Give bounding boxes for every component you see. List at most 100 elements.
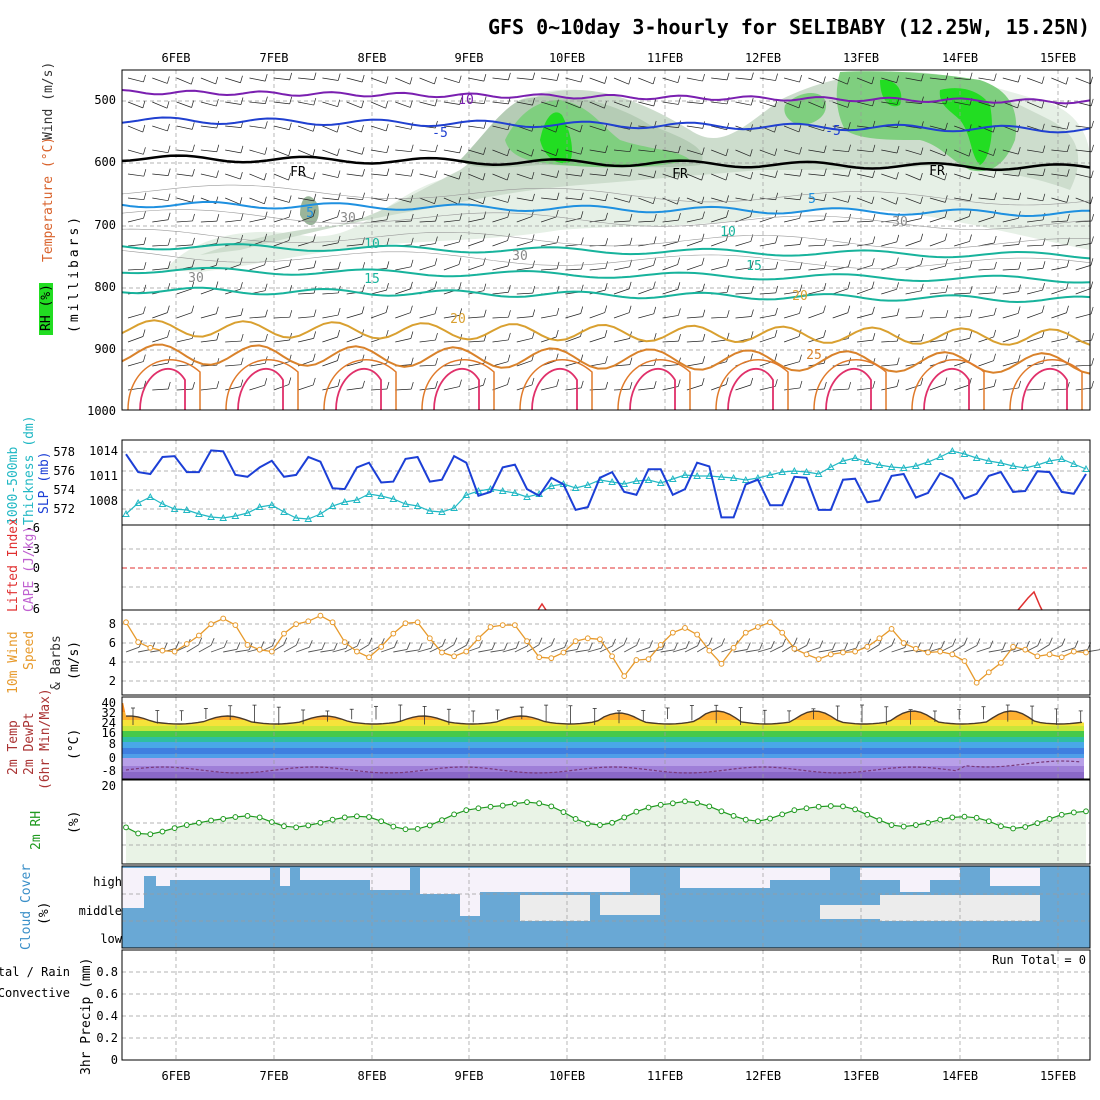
wind-barb	[976, 647, 991, 653]
thickness-label-1: 1000-500mb	[6, 447, 21, 525]
slp-thickness-panel	[121, 439, 1091, 526]
upper-wind-barb	[540, 149, 557, 156]
upper-wind-barb-flag	[167, 123, 170, 132]
upper-wind-barb-flag	[944, 172, 948, 181]
upper-wind-barb-flag	[774, 329, 778, 338]
upper-wind-barb	[929, 125, 946, 131]
wind-barb-flag	[1074, 640, 1079, 648]
upper-wind-barb	[856, 173, 873, 178]
upper-wind-barb-flag	[775, 235, 778, 244]
upper-wind-barb-flag	[143, 262, 147, 270]
upper-wind-barb-flag	[434, 170, 438, 178]
temp2m-label: 2m Temp	[6, 720, 21, 775]
thickness-point	[717, 472, 726, 480]
thickness-label-2: Thickness (dm)	[22, 415, 37, 525]
thickness-point	[899, 463, 908, 471]
upper-wind-barb-flag	[555, 148, 559, 156]
upper-wind-barb	[856, 101, 873, 107]
wind-speed-point	[730, 644, 737, 651]
upper-wind-barb-flag	[143, 237, 147, 245]
upper-wind-barb-flag	[945, 310, 949, 318]
upper-wind-barb	[613, 149, 630, 153]
upper-wind-barb	[297, 384, 314, 391]
upper-wind-barb-flag	[872, 144, 876, 152]
upper-wind-barb-flag	[702, 73, 705, 82]
wind-speed-point	[803, 651, 810, 658]
thickness-point	[632, 476, 641, 484]
upper-wind-barb	[662, 364, 679, 367]
wind-barb	[198, 644, 212, 653]
upper-wind-barb	[832, 288, 848, 295]
rh-2m-point	[694, 800, 701, 806]
upper-wind-barb	[613, 338, 630, 343]
upper-wind-barb	[759, 101, 776, 108]
upper-wind-barb-flag	[969, 234, 972, 242]
wind-barb	[672, 647, 687, 653]
upper-wind-barb	[881, 364, 898, 367]
upper-wind-barb-flag	[580, 74, 584, 83]
lifted-index-trace-1	[537, 602, 547, 611]
wind-speed-point	[779, 629, 786, 636]
upper-wind-barb	[565, 313, 581, 319]
cloud-clear	[560, 895, 590, 921]
upper-wind-barb	[565, 77, 581, 83]
upper-wind-barb	[638, 77, 654, 85]
upper-wind-barb	[468, 316, 485, 319]
upper-wind-barb-flag	[191, 195, 195, 203]
upper-wind-barb-flag	[362, 192, 365, 200]
upper-wind-barb	[565, 101, 581, 109]
precip-unit-label: 3hr Precip (mm)	[79, 958, 94, 1075]
upper-wind-barb-flag	[142, 100, 146, 108]
date-label-top: 14FEB	[942, 51, 978, 65]
upper-wind-barb	[711, 77, 728, 81]
upper-wind-barb-flag	[1041, 101, 1045, 109]
thickness-point	[766, 470, 774, 478]
upper-wind-barb	[419, 364, 436, 367]
cloud-clear	[460, 868, 480, 916]
upper-wind-barb	[638, 220, 655, 223]
rh-2m-point	[998, 823, 1004, 830]
temperature-contour	[121, 200, 1091, 218]
t8-tick: 8	[109, 737, 116, 751]
rh-contour	[121, 209, 1091, 230]
upper-wind-barb-flag	[385, 123, 389, 132]
upper-wind-barb	[225, 219, 242, 223]
upper-wind-barb-flag	[142, 124, 146, 133]
cape-label: CAPE (J/kg)	[22, 526, 37, 612]
wind-speed-point	[912, 645, 919, 652]
upper-wind-barb	[638, 101, 654, 107]
thickness-point	[839, 456, 847, 464]
wind-barb-flag	[551, 638, 555, 646]
upper-wind-barb	[808, 77, 824, 84]
upper-wind-barb	[152, 197, 169, 202]
wind-barb	[769, 645, 783, 653]
upper-wind-barb	[225, 340, 242, 343]
upper-wind-barb-flag	[1066, 305, 1069, 313]
upper-wind-barb-flag	[653, 98, 657, 107]
upper-wind-barb	[808, 173, 825, 176]
slp-grid	[122, 440, 1090, 525]
wind-barb	[806, 647, 820, 653]
upper-wind-barb-flag	[629, 237, 633, 245]
upper-wind-barb	[905, 77, 922, 82]
upper-wind-barb	[152, 149, 169, 154]
upper-wind-barb-flag	[1090, 258, 1094, 266]
thickness-point	[936, 452, 945, 460]
upper-wind-barb-flag	[532, 309, 536, 317]
upper-wind-barb-flag	[872, 333, 876, 341]
upper-wind-barb	[856, 364, 873, 367]
upper-wind-barb	[1051, 125, 1068, 130]
upper-wind-barb	[419, 173, 436, 178]
upper-wind-barb	[419, 101, 436, 107]
upper-wind-barb	[662, 101, 679, 105]
wind-speed-point	[621, 673, 628, 680]
upper-wind-barb-flag	[605, 168, 608, 176]
upper-wind-barb-flag	[216, 332, 220, 341]
upper-wind-barb-flag	[337, 379, 341, 387]
wind-barb-flag	[1048, 637, 1053, 645]
upper-wind-barb-flag	[604, 76, 608, 84]
upper-wind-barb-flag	[1067, 237, 1070, 245]
upper-wind-barb-flag	[993, 73, 997, 81]
wind-speed-point	[985, 669, 992, 676]
upper-wind-barb	[686, 173, 702, 181]
